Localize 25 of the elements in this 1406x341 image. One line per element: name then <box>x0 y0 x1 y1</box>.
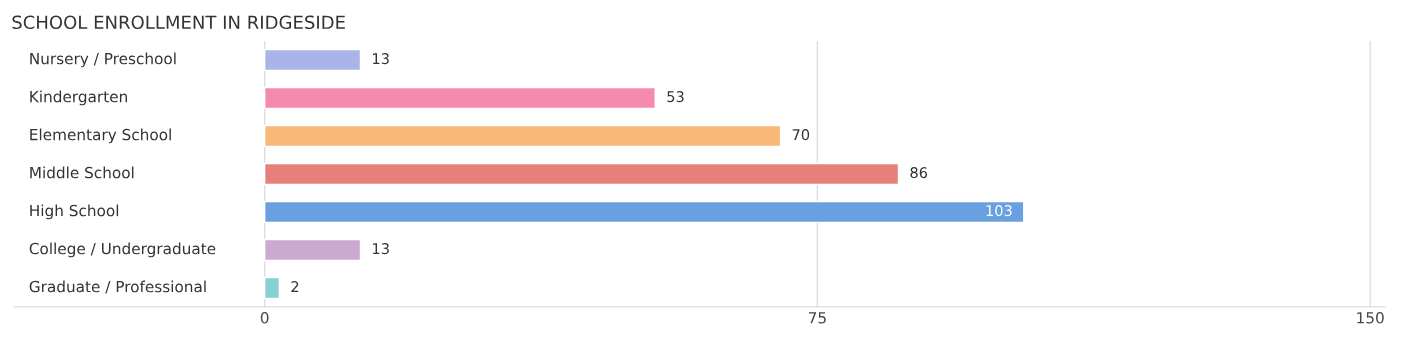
data-label: 13 <box>373 53 389 65</box>
bar <box>263 276 281 300</box>
data-label: 13 <box>373 243 389 255</box>
y-tick-label: High School <box>30 204 119 220</box>
x-tick-label: 75 <box>808 312 826 324</box>
data-label: 2 <box>291 281 299 292</box>
y-tick-label: Graduate / Professional <box>29 280 206 294</box>
y-tick-label: College / Undergraduate <box>29 242 216 258</box>
bar <box>263 200 1025 224</box>
bar <box>263 162 900 186</box>
bar <box>263 48 362 72</box>
y-tick-label: Middle School <box>30 166 134 179</box>
x-tick-label: 0 <box>260 312 269 324</box>
y-tick-label: Elementary School <box>30 128 171 144</box>
data-label: 53 <box>667 91 684 103</box>
bar <box>263 86 656 110</box>
x-tick-label: 150 <box>1357 312 1384 324</box>
bar <box>263 238 362 262</box>
data-label: 86 <box>910 167 928 179</box>
y-tick-label: Kindergarten <box>30 90 127 106</box>
chart-title: SCHOOL ENROLLMENT IN RIDGESIDE <box>12 15 345 30</box>
data-label: 70 <box>792 129 810 141</box>
data-label: 103 <box>986 205 1012 217</box>
y-tick-label: Nursery / Preschool <box>30 52 176 68</box>
bar <box>263 124 782 148</box>
